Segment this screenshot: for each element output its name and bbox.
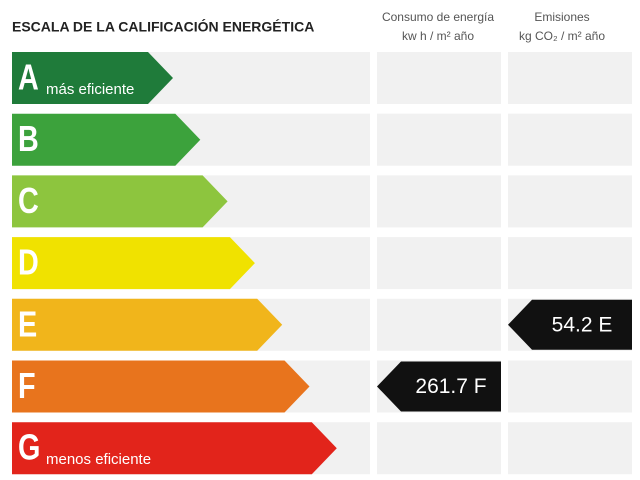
rating-arrow xyxy=(12,422,337,475)
rating-letter: C xyxy=(18,180,39,221)
rating-letter: G xyxy=(18,427,40,468)
rating-letter: E xyxy=(18,303,37,344)
rating-pointer xyxy=(377,361,501,412)
column-title: Emisiones xyxy=(534,10,589,24)
rating-letter: D xyxy=(18,241,39,282)
rating-letter: F xyxy=(18,365,36,406)
rating-value: 54.2 E xyxy=(552,313,613,336)
value-cell xyxy=(508,422,632,475)
value-cell xyxy=(508,360,632,413)
rating-arrow xyxy=(12,113,201,166)
value-cell xyxy=(377,113,501,166)
rating-label: menos eficiente xyxy=(46,451,151,468)
rating-arrow xyxy=(12,237,255,290)
column-title: Consumo de energía xyxy=(382,10,494,24)
title: ESCALA DE LA CALIFICACIÓN ENERGÉTICA xyxy=(12,18,314,35)
value-cell xyxy=(508,175,632,228)
value-cell xyxy=(377,422,501,475)
column-unit: kg CO₂ / m² año xyxy=(519,29,605,43)
rating-letter: B xyxy=(18,118,39,159)
rating-letter: A xyxy=(18,56,39,97)
value-cell xyxy=(508,52,632,104)
rating-arrow xyxy=(12,360,310,413)
rating-value: 261.7 F xyxy=(415,375,486,398)
value-cell xyxy=(377,298,501,351)
rating-arrow xyxy=(12,52,173,104)
column-unit: kw h / m² año xyxy=(402,29,474,43)
value-cell xyxy=(377,175,501,228)
rating-arrow xyxy=(12,175,228,228)
rating-pointer xyxy=(508,299,632,350)
value-cell xyxy=(377,237,501,290)
value-cell xyxy=(508,237,632,290)
value-cell xyxy=(508,113,632,166)
rating-label: más eficiente xyxy=(46,81,134,98)
rating-arrow xyxy=(12,298,283,351)
value-cell xyxy=(377,52,501,104)
